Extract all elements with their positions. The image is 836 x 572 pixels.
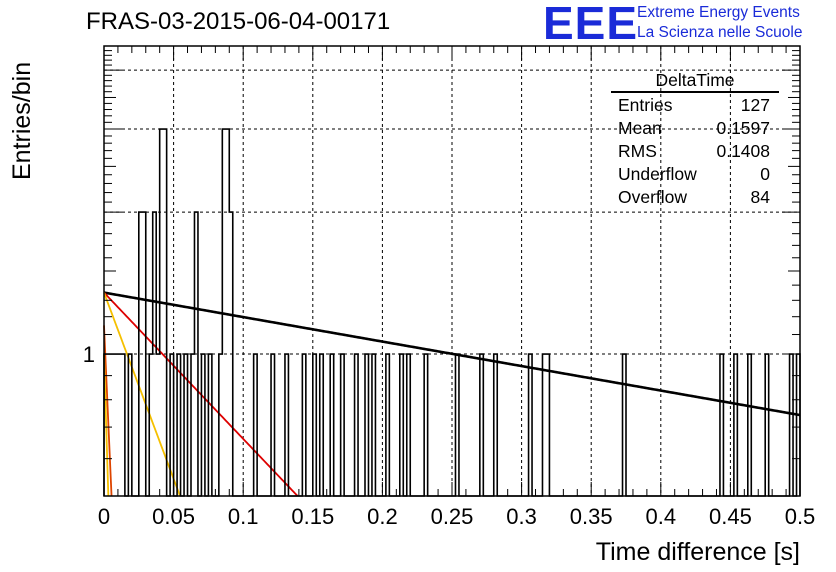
y-axis: 1 [83,50,800,460]
fit-curve-3 [103,325,113,497]
x-tick-label: 0.2 [367,504,398,529]
histogram-bin [118,354,121,496]
stats-value: 127 [740,95,770,115]
x-tick-label: 0.45 [709,504,752,529]
x-tick-label: 0.15 [291,504,334,529]
stats-row-overflow: Overflow 84 [611,186,779,209]
org-line-1: Extreme Energy Events [637,4,800,21]
stats-label: Underflow [618,164,697,184]
eee-logo: EEE [543,0,639,49]
stats-label: Entries [618,95,673,115]
x-axis-title: Time difference [s] [596,538,800,566]
histogram-bin [114,354,117,496]
x-tick-label: 0.35 [570,504,613,529]
x-tick-label: 0 [98,504,110,529]
fit-curve-2 [103,292,181,497]
x-tick-label: 0.05 [152,504,195,529]
x-tick-label: 0.25 [431,504,474,529]
stats-row-mean: Mean 0.1597 [611,117,779,140]
stats-value: 0.1408 [716,141,770,161]
run-title: FRAS-03-2015-06-04-00171 [86,8,391,35]
stats-label: Mean [618,118,662,138]
histogram-bin [156,354,159,496]
stats-label: Overflow [618,187,688,207]
eee-organization: Extreme Energy Events La Scienza nelle S… [637,3,802,43]
x-axis: 0 0.05 0.1 0.15 0.2 0.25 0.3 0.35 0.4 0.45 0.5 [98,46,815,529]
stats-value: 84 [750,187,770,207]
x-tick-label: 0.1 [228,504,259,529]
stats-box-title: DeltaTime [611,70,779,93]
grid [104,46,800,496]
stats-value: 0.1597 [716,118,770,138]
x-tick-label: 0.5 [785,504,816,529]
y-tick-label: 1 [83,342,95,367]
stats-row-entries: Entries 127 [611,94,779,117]
stats-row-rms: RMS 0.1408 [611,140,779,163]
org-line-2: La Scienza nelle Scuole [637,24,803,41]
stats-box: DeltaTime Entries 127 Mean 0.1597 RMS 0.1408 U… [611,70,779,209]
stats-row-underflow: Underflow 0 [611,163,779,186]
stats-value: 0 [760,164,770,184]
stats-label: RMS [618,141,657,161]
x-tick-label: 0.4 [646,504,677,529]
x-tick-label: 0.3 [506,504,537,529]
y-axis-title: Entries/bin [8,62,36,180]
fit-curve-0 [103,291,801,417]
fit-curve-4 [103,354,110,497]
